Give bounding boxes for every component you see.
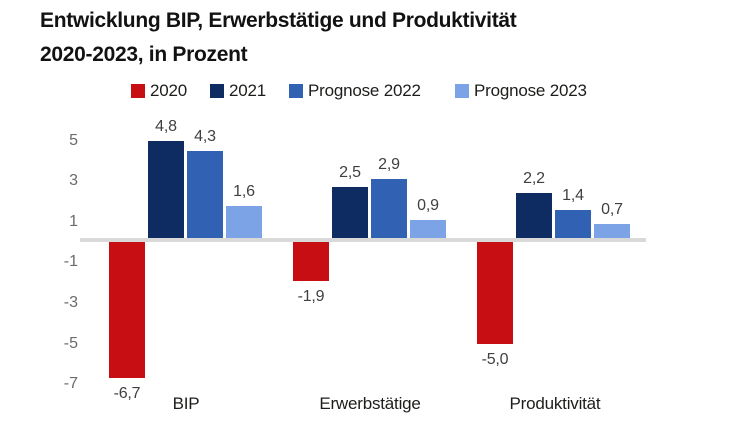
legend-item: 2020 [131,81,188,100]
bar-value-label: 4,3 [194,127,216,145]
legend-item: 2021 [210,81,267,100]
y-axis-tick-label: 5 [69,131,78,149]
legend-item: Prognose 2023 [455,81,587,100]
bar-value-label: 0,7 [601,200,623,218]
bar-2021-bip [148,140,184,238]
bar-value-label: 2,5 [339,164,361,182]
bar-value-label: 1,4 [562,186,584,204]
bar-value-label: 1,6 [233,182,255,200]
chart-title-line2: 2020-2023, in Prozent [40,43,248,66]
legend-swatch [289,84,303,98]
legend-label: Prognose 2023 [474,81,587,100]
y-axis-tick-label: -1 [63,253,78,271]
bar-value-label: -6,7 [113,385,141,402]
legend-swatch [455,84,469,98]
bar-prognose-2022-bip [187,150,223,238]
bar-value-label: 4,8 [155,117,177,135]
category-label-erwerbstätige: Erwerbstätige [319,394,421,413]
bar-value-label: 2,9 [378,156,400,174]
bar-value-label: -1,9 [297,287,325,305]
category-label-produktivität: Produktivität [509,394,601,413]
legend-label: Prognose 2022 [308,81,421,100]
legend-swatch [131,84,145,98]
bar-value-label: 0,9 [417,196,439,214]
bar-value-label: 2,2 [523,170,545,188]
bar-2021-produktivität [516,193,552,238]
bar-2020-produktivität [477,242,513,344]
y-axis-tick-label: -7 [63,375,78,393]
chart-legend: 2020 2021 Prognose 2022 Prognose 2023 [0,81,750,102]
bar-prognose-2022-produktivität [555,209,591,238]
legend-item: Prognose 2022 [289,81,421,100]
bar-2021-erwerbstätige [332,187,368,238]
chart-title: Entwicklung BIP, Erwerbstätige und Produ… [40,4,700,72]
bar-prognose-2023-produktivität [594,223,630,238]
bar-value-label: -5,0 [481,350,509,368]
bar-prognose-2022-erwerbstätige [371,179,407,238]
chart-title-line1: Entwicklung BIP, Erwerbstätige und Produ… [40,9,517,32]
bar-2020-bip [109,242,145,378]
y-axis-tick-label: 1 [69,212,78,230]
legend-label: 2020 [150,81,188,100]
y-axis-tick-label: -3 [63,293,78,311]
category-label-bip: BIP [172,394,200,413]
y-axis-tick-label: 3 [69,172,78,190]
legend-swatch [210,84,224,98]
bar-2020-erwerbstätige [293,242,329,281]
legend-label: 2021 [229,81,267,100]
y-axis-tick-label: -5 [63,334,78,352]
zero-baseline [80,238,646,242]
bar-prognose-2023-erwerbstätige [410,219,446,238]
bar-prognose-2023-bip [226,205,262,238]
